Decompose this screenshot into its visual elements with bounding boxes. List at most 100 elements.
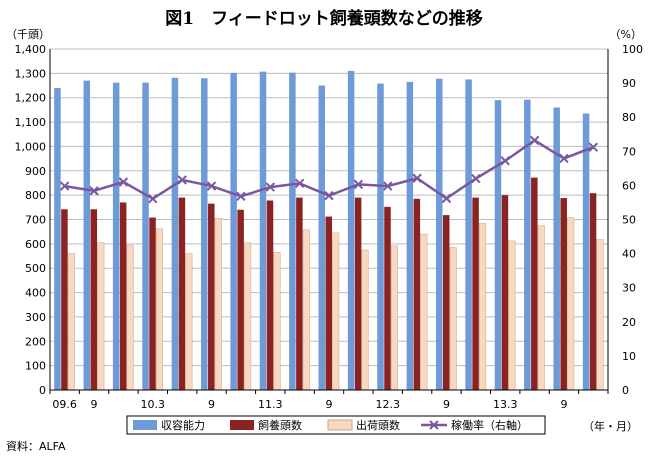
bar-2 bbox=[237, 209, 244, 390]
left-tick-label: 700 bbox=[25, 214, 46, 227]
right-tick-label: 40 bbox=[622, 248, 636, 261]
bar-3 bbox=[567, 217, 575, 391]
left-tick-label: 200 bbox=[25, 335, 46, 348]
bar-1 bbox=[201, 78, 208, 390]
bar-1 bbox=[54, 87, 61, 390]
rate-marker bbox=[294, 178, 305, 189]
x-tick-label: 9 bbox=[326, 398, 333, 411]
x-axis-unit: （年・月） bbox=[583, 419, 638, 433]
bars-group bbox=[54, 70, 604, 391]
rate-marker bbox=[559, 153, 569, 164]
left-tick-label: 600 bbox=[25, 238, 46, 251]
legend-swatch-marker bbox=[429, 420, 439, 430]
bar-3 bbox=[214, 218, 222, 391]
source-note: 資料：ALFA bbox=[6, 439, 66, 453]
x-tick-label: 13.3 bbox=[493, 398, 518, 411]
bar-2 bbox=[560, 198, 567, 390]
bar-3 bbox=[273, 252, 281, 391]
legend-label-1: 収容能力 bbox=[161, 418, 205, 432]
rate-marker bbox=[412, 173, 422, 183]
x-tick-label: 9 bbox=[443, 398, 450, 411]
legend-swatch-1 bbox=[133, 420, 157, 430]
bar-3 bbox=[302, 229, 310, 391]
right-tick-label: 10 bbox=[622, 350, 636, 363]
bar-1 bbox=[83, 80, 91, 391]
axes-group: 01002003004005006007008009001,0001,1001,… bbox=[15, 43, 644, 411]
x-tick-label: 12.3 bbox=[375, 398, 400, 411]
left-tick-label: 0 bbox=[39, 384, 46, 397]
bar-2 bbox=[501, 195, 509, 390]
rate-marker bbox=[59, 181, 70, 191]
bar-3 bbox=[508, 240, 516, 391]
bar-3 bbox=[479, 222, 487, 391]
left-tick-label: 900 bbox=[25, 165, 46, 178]
bar-1 bbox=[465, 79, 472, 391]
bar-3 bbox=[185, 253, 193, 391]
rate-marker bbox=[588, 142, 599, 152]
bar-1 bbox=[582, 113, 590, 391]
rate-marker bbox=[236, 191, 246, 202]
bar-1 bbox=[377, 83, 384, 390]
rate-marker bbox=[177, 175, 187, 185]
bar-1 bbox=[171, 77, 179, 391]
bar-3 bbox=[126, 244, 134, 391]
right-tick-label: 80 bbox=[622, 111, 636, 124]
right-axis-label: （%） bbox=[610, 28, 642, 41]
right-tick-label: 20 bbox=[622, 316, 636, 329]
bar-3 bbox=[449, 247, 457, 391]
left-tick-label: 300 bbox=[25, 311, 46, 324]
bar-3 bbox=[67, 253, 75, 391]
rate-marker bbox=[265, 182, 275, 192]
bar-2 bbox=[413, 198, 421, 390]
bar-1 bbox=[289, 72, 296, 390]
bar-2 bbox=[266, 200, 274, 390]
left-tick-label: 400 bbox=[25, 287, 46, 300]
x-tick-label: 10.3 bbox=[141, 398, 166, 411]
bar-1 bbox=[259, 71, 267, 390]
bar-3 bbox=[361, 249, 369, 391]
rate-marker bbox=[500, 156, 510, 166]
legend-label-3: 出荷頭数 bbox=[356, 418, 400, 432]
chart-title: 図1 フィードロット飼養頭数などの推移 bbox=[165, 8, 483, 29]
x-tick-label: 9 bbox=[560, 398, 567, 411]
x-tick-label: 11.3 bbox=[258, 398, 283, 411]
rate-marker bbox=[89, 186, 99, 196]
x-tick-label: 09.6 bbox=[52, 398, 77, 411]
left-tick-label: 1,300 bbox=[15, 67, 47, 80]
x-tick-label: 9 bbox=[91, 398, 98, 411]
left-tick-label: 1,200 bbox=[15, 92, 47, 105]
rate-marker bbox=[441, 193, 452, 204]
legend: 収容能力 飼養頭数 出荷頭数 稼働率（右軸） bbox=[126, 415, 546, 435]
bar-3 bbox=[97, 242, 105, 391]
right-tick-label: 70 bbox=[622, 145, 636, 158]
legend-label-2: 飼養頭数 bbox=[258, 418, 302, 432]
bar-2 bbox=[149, 217, 156, 390]
bar-2 bbox=[61, 209, 68, 390]
rate-marker bbox=[118, 177, 129, 187]
right-tick-label: 60 bbox=[622, 179, 636, 192]
left-tick-label: 1,100 bbox=[15, 116, 47, 129]
right-tick-label: 0 bbox=[622, 384, 629, 397]
bar-1 bbox=[347, 70, 355, 391]
bar-2 bbox=[472, 197, 479, 390]
bar-2 bbox=[325, 216, 332, 390]
right-tick-label: 50 bbox=[622, 214, 636, 227]
left-tick-label: 1,400 bbox=[15, 43, 47, 56]
rate-marker bbox=[206, 181, 217, 191]
bar-2 bbox=[531, 177, 538, 390]
bar-3 bbox=[420, 233, 428, 391]
legend-swatch-2 bbox=[230, 420, 254, 430]
bar-1 bbox=[494, 100, 502, 391]
bar-1 bbox=[524, 99, 531, 391]
bar-1 bbox=[142, 82, 149, 390]
right-tick-label: 30 bbox=[622, 282, 636, 295]
bar-1 bbox=[112, 82, 120, 390]
bar-2 bbox=[119, 202, 127, 390]
bar-3 bbox=[332, 232, 340, 391]
left-tick-label: 800 bbox=[25, 189, 46, 202]
right-tick-label: 90 bbox=[622, 77, 636, 90]
left-tick-label: 500 bbox=[25, 262, 46, 275]
bar-2 bbox=[90, 209, 98, 390]
rate-line-group bbox=[59, 135, 599, 204]
